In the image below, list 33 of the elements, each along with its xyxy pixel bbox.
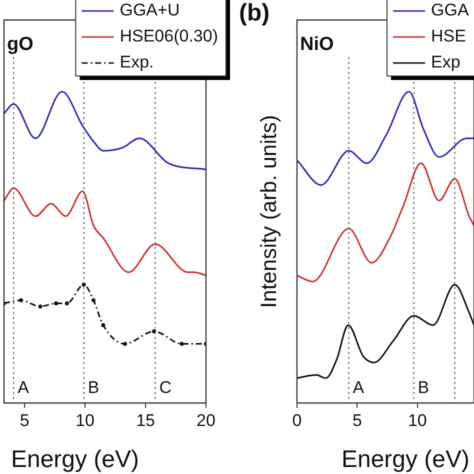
x-axis-title: Energy (eV)	[10, 446, 140, 473]
x-tick-label: 5	[20, 410, 30, 430]
point	[152, 329, 156, 334]
point	[64, 301, 69, 306]
ref-line-label: A	[352, 378, 365, 397]
x-tick-label: 10	[408, 410, 427, 430]
legend-label: Exp	[431, 52, 460, 72]
ref-line-label: B	[88, 378, 100, 397]
point	[38, 304, 42, 308]
point	[18, 298, 23, 302]
x-tick-label: 10	[76, 410, 95, 430]
text: (b)	[239, 0, 270, 27]
x-tick-label: 20	[196, 410, 216, 430]
x-axis-title: Energy (eV)	[341, 446, 470, 473]
legend-label: GGA	[431, 0, 470, 20]
point	[122, 342, 127, 346]
ref-line-label: A	[18, 378, 30, 397]
ref-line-label: C	[159, 378, 172, 397]
x-tick-label: 5	[352, 410, 362, 430]
x-tick-label: 15	[136, 410, 155, 430]
x-tick-label: 0	[292, 410, 302, 430]
chart-title: gO	[7, 34, 34, 56]
y-axis-title: Intensity (arb. units)	[256, 114, 282, 308]
point	[92, 298, 96, 302]
point	[101, 323, 106, 328]
legend-label: Exp.	[120, 52, 154, 72]
point	[180, 342, 184, 346]
legend-label: HSE	[431, 26, 466, 46]
chart-title: NiO	[300, 34, 334, 56]
ref-line-label: B	[418, 378, 430, 397]
legend-label: HSE06(0.30)	[120, 26, 218, 46]
legend-label: GGA+U	[120, 0, 180, 20]
point	[54, 301, 58, 306]
